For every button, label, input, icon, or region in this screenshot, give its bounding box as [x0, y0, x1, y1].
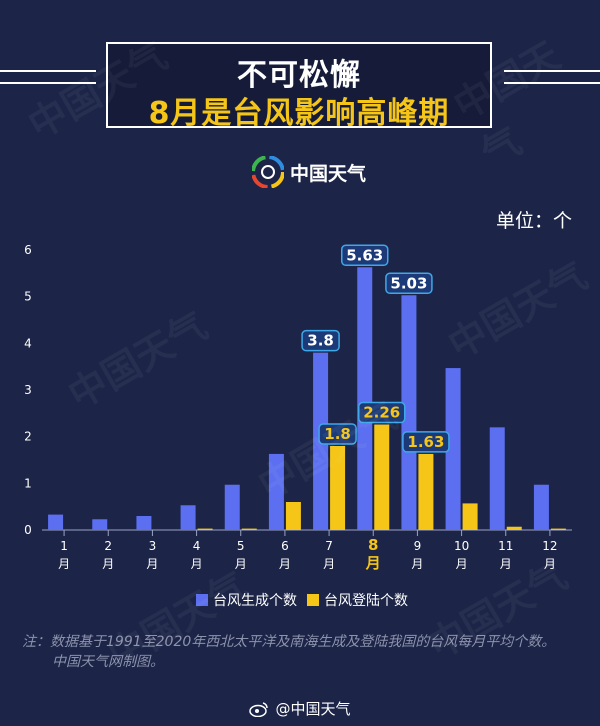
footnote: 注：数据基于1991至2020年西北太平洋及南海生成及登陆我国的台风每月平均个数… — [22, 632, 592, 672]
x-tick-label-number: 12 — [542, 539, 557, 553]
bar-landed — [550, 528, 566, 530]
data-label: 1.63 — [407, 433, 444, 451]
legend-label-landed: 台风登陆个数 — [324, 593, 408, 609]
x-tick-label-unit: 月 — [102, 557, 114, 571]
legend: 台风生成个数 台风登陆个数 — [196, 590, 418, 610]
legend-item-landed: 台风登陆个数 — [307, 590, 408, 610]
data-label: 1.8 — [324, 425, 351, 443]
x-tick-label-number: 11 — [498, 539, 513, 553]
y-tick-label: 0 — [24, 523, 32, 537]
x-tick-label-unit: 月 — [323, 557, 335, 571]
bar-generated — [489, 427, 505, 530]
x-tick-label-unit: 月 — [411, 557, 423, 571]
bar-landed — [197, 528, 213, 530]
x-tick-label-unit: 月 — [235, 557, 247, 571]
x-tick-label-unit: 月 — [500, 557, 512, 571]
legend-item-generated: 台风生成个数 — [196, 590, 297, 610]
data-label-box — [341, 244, 389, 267]
data-label: 3.8 — [307, 332, 334, 350]
x-tick-label-number: 8 — [368, 536, 378, 554]
bar-generated — [136, 516, 152, 530]
legend-swatch-landed — [307, 594, 319, 606]
x-tick-label-unit: 月 — [365, 554, 381, 572]
y-tick-label: 2 — [24, 430, 32, 444]
brand: 中国天气 — [252, 156, 366, 188]
x-tick-label-unit: 月 — [58, 557, 70, 571]
x-tick-label-number: 2 — [104, 539, 112, 553]
x-tick-label-unit: 月 — [544, 557, 556, 571]
x-tick-label-number: 10 — [454, 539, 469, 553]
footer-text: @中国天气 — [275, 700, 351, 718]
data-label-box — [318, 423, 357, 445]
brand-name: 中国天气 — [290, 162, 367, 185]
x-tick-label-number: 7 — [325, 539, 333, 553]
x-tick-label-number: 6 — [281, 539, 289, 553]
y-tick-label: 1 — [24, 476, 32, 490]
title-deco-line-right-top — [504, 70, 600, 72]
unit-label: 单位：个 — [495, 210, 572, 232]
weibo-icon — [249, 701, 269, 717]
footnote-line-2: 中国天气网制图。 — [52, 654, 164, 670]
bar-landed — [462, 503, 478, 530]
bar-generated — [180, 505, 196, 530]
y-tick-label: 3 — [24, 383, 32, 397]
title-deco-line-right-bottom — [504, 82, 600, 84]
legend-label-generated: 台风生成个数 — [213, 593, 297, 609]
bar-generated — [357, 267, 373, 530]
title-box: 不可松懈 8月是台风影响高峰期 — [106, 42, 492, 131]
bar-generated — [92, 519, 108, 530]
bar-generated — [48, 514, 64, 530]
x-tick-label-unit: 月 — [279, 557, 291, 571]
bar-landed — [418, 453, 434, 530]
y-tick-label: 6 — [24, 243, 32, 257]
data-label: 2.26 — [363, 404, 400, 422]
bar-chart: 01234561月2月3月4月5月6月7月8月9月10月11月12月3.85.6… — [24, 243, 572, 572]
bar-landed — [506, 526, 522, 530]
china-weather-logo-icon — [252, 156, 284, 188]
y-tick-label: 4 — [24, 336, 32, 350]
data-label: 5.03 — [390, 274, 427, 292]
x-tick-label-unit: 月 — [456, 557, 468, 571]
x-tick-label-number: 5 — [237, 539, 245, 553]
x-tick-label-number: 1 — [60, 539, 68, 553]
x-tick-label-unit: 月 — [191, 557, 203, 571]
x-tick-label-number: 9 — [414, 539, 422, 553]
data-label-box — [301, 329, 340, 352]
x-tick-label-number: 3 — [149, 539, 157, 553]
bar-generated — [401, 295, 417, 530]
bar-landed — [330, 446, 346, 530]
title-line-1: 不可松懈 — [237, 58, 361, 93]
y-tick-label: 5 — [24, 290, 32, 304]
data-label-box — [385, 272, 433, 295]
data-label: 5.63 — [346, 246, 383, 264]
bar-generated — [533, 484, 549, 530]
title-deco-line-left-bottom — [0, 82, 96, 84]
data-label-box — [402, 431, 450, 453]
x-tick-label-unit: 月 — [146, 557, 158, 571]
bar-generated — [224, 484, 240, 530]
title-deco-line-left-top — [0, 70, 96, 72]
data-label-box — [358, 401, 406, 424]
footnote-line-1: 注：数据基于1991至2020年西北太平洋及南海生成及登陆我国的台风每月平均个数… — [22, 634, 556, 650]
bar-landed — [374, 424, 390, 530]
x-tick-label-number: 4 — [193, 539, 201, 553]
bar-generated — [268, 453, 284, 530]
bar-landed — [285, 502, 301, 530]
bar-landed — [241, 528, 257, 530]
bar-generated — [445, 368, 461, 530]
legend-swatch-generated — [196, 594, 208, 606]
title-line-2: 8月是台风影响高峰期 — [148, 96, 450, 131]
footer: @中国天气 — [0, 698, 600, 719]
